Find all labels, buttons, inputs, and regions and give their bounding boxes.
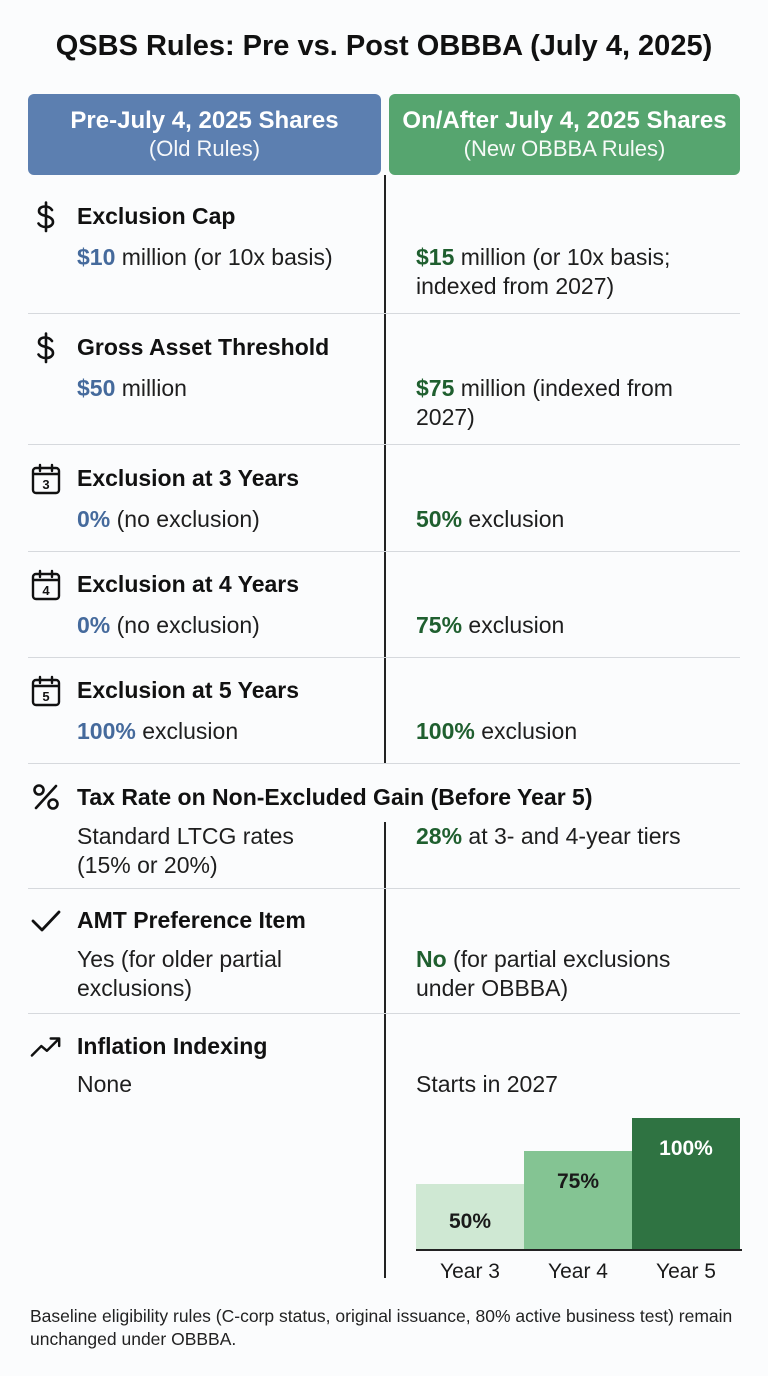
row-separator [28, 313, 740, 314]
row-separator [28, 888, 740, 889]
chart-bar-year-4 [524, 1151, 632, 1250]
chart-category-label: Year 5 [656, 1260, 716, 1283]
row-title-exclusion-cap: Exclusion Cap [77, 203, 236, 229]
new-value-gross-asset-threshold: $75 million (indexed from 2027) [416, 375, 673, 430]
row-title-exclusion-5-years: Exclusion at 5 Years [77, 677, 300, 703]
chart-data-label: 75% [557, 1170, 599, 1193]
old-value-gross-asset-threshold: $50 million [77, 375, 187, 401]
footnote: Baseline eligibility rules (C-corp statu… [30, 1306, 733, 1349]
calendar-day-label: 4 [42, 583, 50, 598]
row-separator [28, 551, 740, 552]
header-new-title: On/After July 4, 2025 Shares [402, 107, 727, 134]
row-separator [28, 1013, 740, 1014]
percent-icon [30, 781, 62, 813]
old-value-exclusion-cap: $10 million (or 10x basis) [77, 244, 333, 270]
calendar-3-icon: 3 [30, 463, 62, 495]
calendar-day-label: 3 [42, 477, 49, 492]
new-value-exclusion-4-years: 75% exclusion [416, 612, 565, 638]
calendar-4-icon: 4 [30, 569, 62, 601]
exclusion-bar-chart: 50% Year 3 75% Year 4 100% Year 5 [416, 1118, 742, 1283]
chart-data-label: 100% [659, 1137, 713, 1160]
new-value-tax-rate: 28% at 3- and 4-year tiers [416, 823, 681, 849]
chart-bar-year-3 [416, 1184, 524, 1250]
dollar-icon [30, 201, 62, 233]
row-title-exclusion-3-years: Exclusion at 3 Years [77, 465, 300, 491]
chart-bar-year-5 [632, 1118, 740, 1250]
row-separator [28, 763, 740, 764]
checkmark-icon [30, 905, 62, 937]
row-title-exclusion-4-years: Exclusion at 4 Years [77, 571, 300, 597]
chart-category-label: Year 3 [440, 1260, 500, 1283]
calendar-5-icon: 5 [30, 675, 62, 707]
row-title-tax-rate: Tax Rate on Non-Excluded Gain (Before Ye… [77, 784, 593, 810]
row-title-gross-asset-threshold: Gross Asset Threshold [77, 334, 330, 360]
old-value-exclusion-3-years: 0% (no exclusion) [77, 506, 260, 532]
calendar-day-label: 5 [42, 689, 49, 704]
new-value-inflation-indexing: Starts in 2027 [416, 1071, 558, 1097]
column-divider [384, 822, 386, 1278]
chart-data-label: 50% [449, 1210, 491, 1233]
old-value-amt-preference: Yes (for older partial exclusions) [77, 946, 282, 1001]
new-value-amt-preference: No (for partial exclusions under OBBBA) [416, 946, 671, 1001]
new-value-exclusion-cap: $15 million (or 10x basis; indexed from … [416, 244, 671, 299]
header-new-subtitle: (New OBBBA Rules) [463, 136, 666, 161]
chart-category-label: Year 4 [548, 1260, 608, 1283]
new-value-exclusion-3-years: 50% exclusion [416, 506, 565, 532]
row-separator [28, 444, 740, 445]
old-value-inflation-indexing: None [77, 1071, 132, 1097]
trend-up-icon [30, 1031, 62, 1063]
header-old-subtitle: (Old Rules) [148, 136, 261, 161]
new-value-exclusion-5-years: 100% exclusion [416, 718, 578, 744]
old-value-exclusion-5-years: 100% exclusion [77, 718, 239, 744]
old-value-tax-rate: Standard LTCG rates (15% or 20%) [77, 823, 294, 878]
old-value-exclusion-4-years: 0% (no exclusion) [77, 612, 260, 638]
header-old-rules: Pre-July 4, 2025 Shares (Old Rules) [28, 94, 381, 175]
dollar-icon [30, 332, 62, 364]
row-title-amt-preference: AMT Preference Item [77, 907, 306, 933]
row-title-inflation-indexing: Inflation Indexing [77, 1033, 268, 1059]
row-separator [28, 657, 740, 658]
header-new-rules: On/After July 4, 2025 Shares (New OBBBA … [389, 94, 740, 175]
column-divider [384, 175, 386, 763]
header-old-title: Pre-July 4, 2025 Shares [70, 107, 339, 134]
page-title: QSBS Rules: Pre vs. Post OBBBA (July 4, … [55, 30, 713, 62]
